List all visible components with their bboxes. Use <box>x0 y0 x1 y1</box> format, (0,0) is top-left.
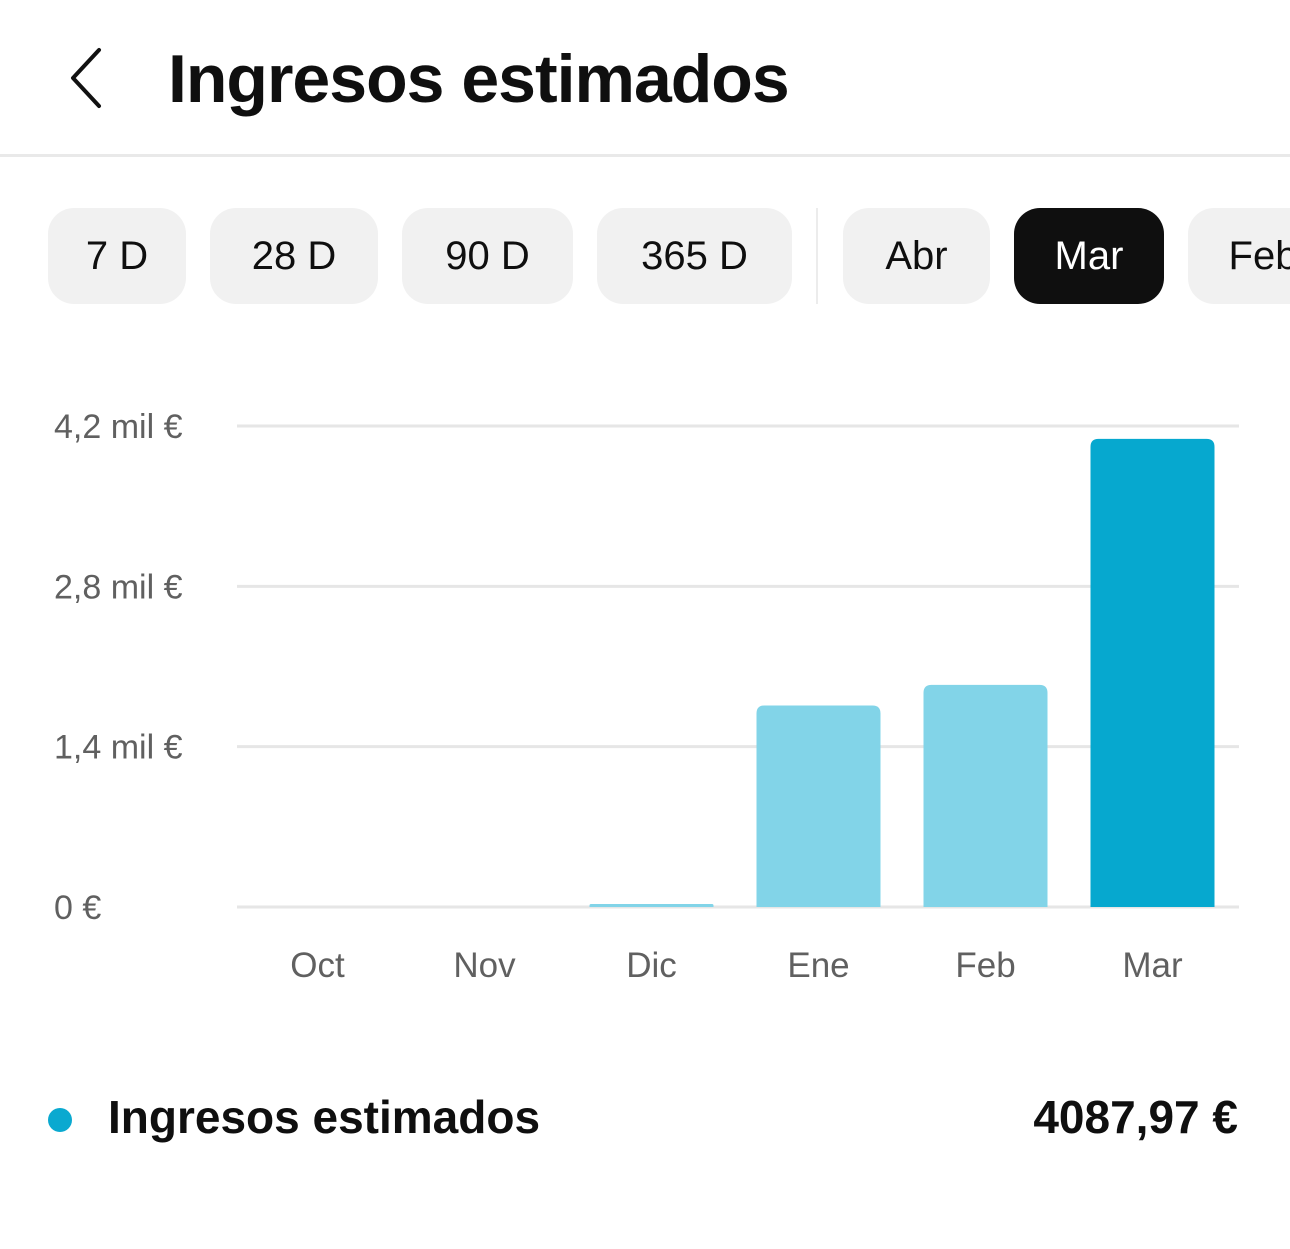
bar-ene[interactable] <box>756 705 881 907</box>
bar-feb[interactable] <box>923 684 1048 907</box>
bar-dic[interactable] <box>589 904 714 907</box>
y-tick-label: 0 € <box>54 889 101 927</box>
x-tick-label: Dic <box>626 946 677 985</box>
bar-mar[interactable] <box>1090 438 1215 907</box>
x-tick-label: Mar <box>1122 946 1183 985</box>
y-tick-label: 2,8 mil € <box>54 568 183 606</box>
page-title: Ingresos estimados <box>168 41 790 117</box>
x-tick-label: Oct <box>290 946 345 985</box>
header: Ingresos estimados <box>0 0 1290 157</box>
chevron-left-icon <box>71 48 101 108</box>
revenue-bar-chart: 0 € 1,4 mil € 2,8 mil € 4,2 mil € Oct Nov Dic E… <box>0 360 1290 1000</box>
chip-90d[interactable]: 90 D <box>402 208 573 304</box>
chip-abr[interactable]: Abr <box>843 208 990 304</box>
chip-feb[interactable]: Feb <box>1188 208 1290 304</box>
x-tick-label: Feb <box>955 946 1015 985</box>
chip-mar[interactable]: Mar <box>1014 208 1164 304</box>
chip-7d[interactable]: 7 D <box>48 208 186 304</box>
chip-28d[interactable]: 28 D <box>210 208 378 304</box>
legend-value: 4087,97 € <box>1033 1091 1238 1143</box>
x-tick-label: Nov <box>453 946 516 985</box>
chart-svg: 0 € 1,4 mil € 2,8 mil € 4,2 mil € Oct Nov Dic E… <box>54 408 1239 985</box>
back-button[interactable] <box>52 38 122 118</box>
legend: Ingresos estimados 4087,97 € <box>0 1080 1290 1160</box>
period-filter-bar: 7 D 28 D 90 D 365 D Abr Mar Feb <box>0 208 1290 304</box>
x-tick-label: Ene <box>787 946 849 985</box>
y-tick-label: 4,2 mil € <box>54 408 183 446</box>
legend-dot <box>48 1108 72 1132</box>
y-tick-label: 1,4 mil € <box>54 729 183 767</box>
chip-divider <box>816 208 818 304</box>
legend-label: Ingresos estimados <box>108 1091 541 1143</box>
chip-365d[interactable]: 365 D <box>597 208 792 304</box>
